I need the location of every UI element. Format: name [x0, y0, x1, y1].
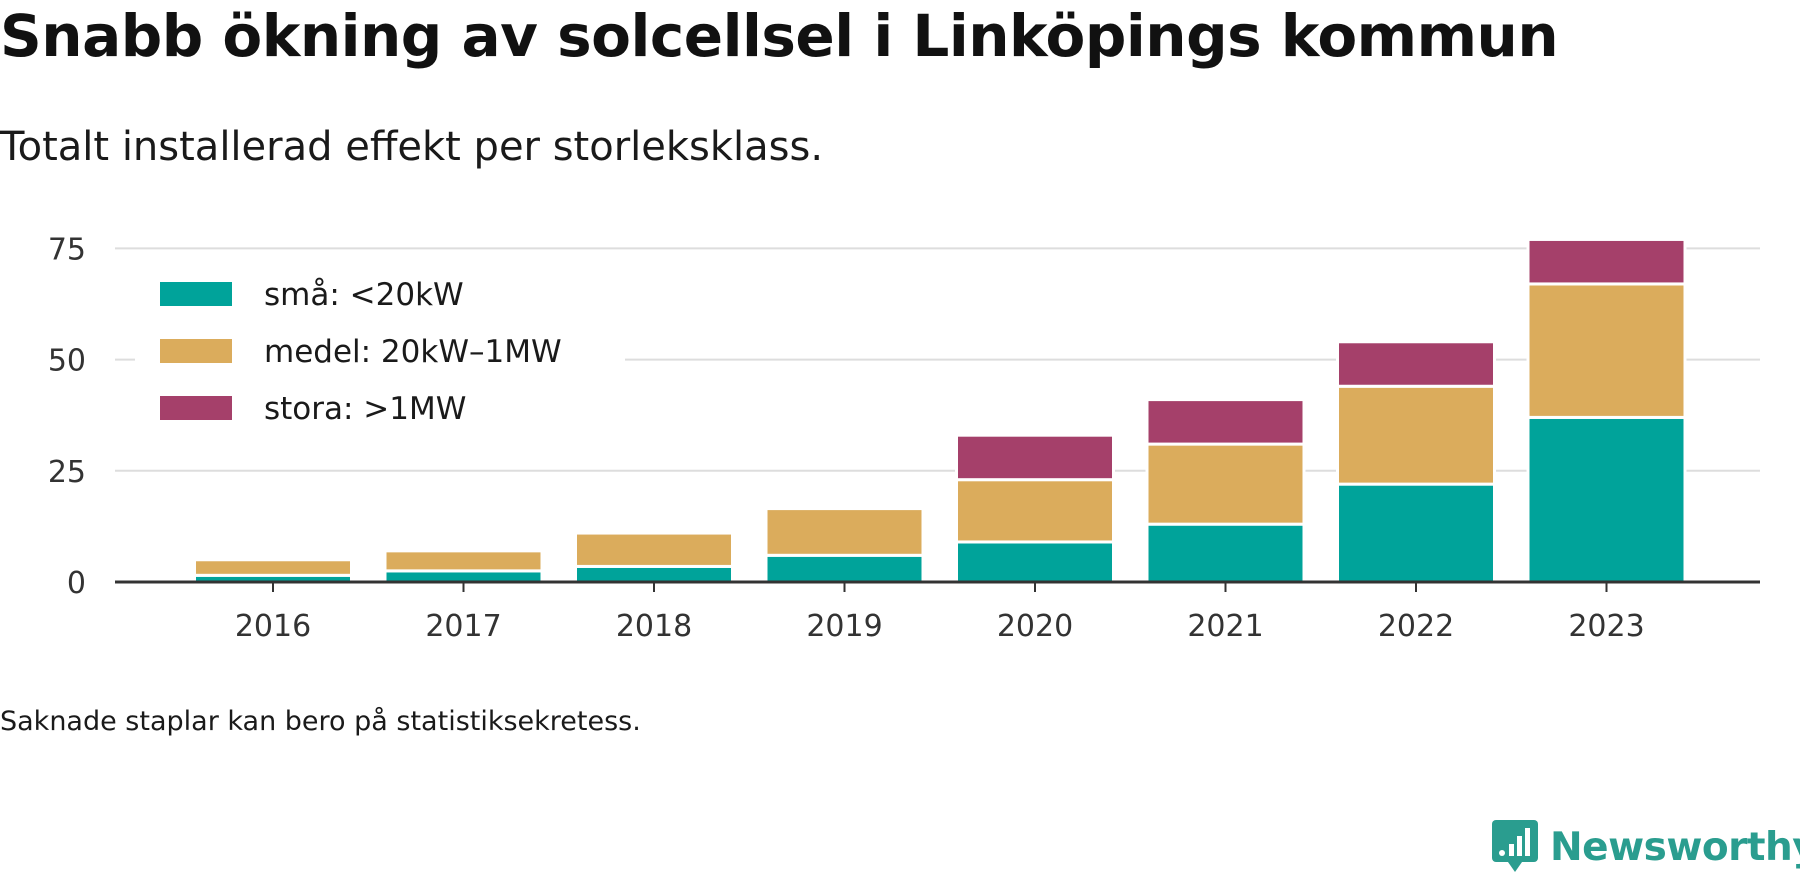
y-tick-label: 0: [67, 566, 86, 601]
legend-swatch: [160, 396, 232, 420]
x-tick-label: 2019: [806, 609, 882, 644]
bar-segment: [574, 531, 734, 568]
bar-segment: [764, 507, 925, 557]
newsworthy-logo-icon: [1492, 820, 1538, 872]
legend-swatch: [160, 339, 232, 363]
bar-segment: [764, 553, 925, 584]
bars: [193, 237, 1687, 584]
brand-name: Newsworthy: [1550, 824, 1800, 870]
bar-segment: [193, 558, 353, 577]
chart-title: Snabb ökning av solcellsel i Linköpings …: [0, 2, 1559, 70]
bar-segment: [1526, 282, 1687, 419]
bar-segment: [383, 549, 544, 573]
bar-segment: [1145, 442, 1306, 526]
x-tick-label: 2022: [1378, 609, 1454, 644]
bar-segment: [1336, 340, 1496, 388]
bar-segment: [383, 569, 544, 584]
bar-segment: [1526, 415, 1687, 584]
legend-label: medel: 20kW–1MW: [264, 334, 562, 370]
x-tick-label: 2017: [425, 609, 501, 644]
x-tick-label: 2018: [616, 609, 692, 644]
chart-subtitle: Totalt installerad effekt per storlekskl…: [0, 124, 824, 170]
legend-label: stora: >1MW: [264, 391, 466, 427]
x-tick-label: 2016: [235, 609, 311, 644]
bar-segment: [955, 540, 1115, 584]
legend-swatch: [160, 282, 232, 306]
bar-segment: [1145, 522, 1306, 584]
bar-segment: [1526, 237, 1687, 286]
footnote: Saknade staplar kan bero på statistiksek…: [0, 706, 641, 737]
newsworthy-brand: Newsworthy: [1490, 818, 1800, 876]
y-tick-label: 75: [48, 232, 86, 267]
y-tick-label: 50: [48, 344, 86, 379]
legend: små: <20kW medel: 20kW–1MW stora: >1MW: [135, 265, 625, 435]
x-tick-label: 2021: [1187, 609, 1263, 644]
bar-segment: [955, 478, 1115, 544]
bar-segment: [1336, 482, 1496, 584]
x-tick-label: 2020: [997, 609, 1073, 644]
bar-segment: [955, 433, 1115, 482]
x-tick-label: 2023: [1568, 609, 1644, 644]
axes: 0 25 50 75 2016 2017 2018 2019 2020 2021 2022 2023: [48, 232, 1760, 644]
y-tick-label: 25: [48, 455, 86, 490]
bar-segment: [1336, 384, 1496, 486]
bar-segment: [574, 564, 734, 584]
legend-label: små: <20kW: [264, 277, 464, 313]
bar-segment: [1145, 398, 1306, 446]
